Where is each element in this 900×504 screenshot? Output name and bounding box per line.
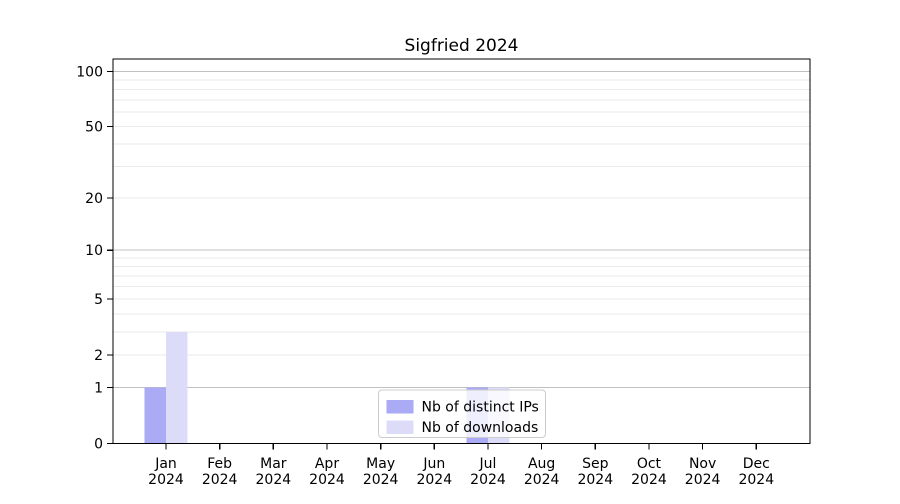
x-tick-year-nov: 2024 — [685, 472, 721, 488]
legend: Nb of distinct IPs Nb of downloads — [378, 389, 546, 438]
x-tick-label-dec: Dec — [743, 456, 770, 472]
x-tick-year-feb: 2024 — [202, 472, 238, 488]
y-tick-label-50: 50 — [85, 120, 103, 136]
x-tick-label-jun: Jun — [422, 456, 445, 472]
x-tick-year-jul: 2024 — [470, 472, 506, 488]
axis-ticks: 0125102050100Jan2024Feb2024Mar2024Apr202… — [76, 65, 774, 488]
y-tick-label-2: 2 — [94, 348, 103, 364]
x-tick-year-jun: 2024 — [416, 472, 452, 488]
x-tick-label-nov: Nov — [689, 456, 716, 472]
gridlines — [113, 71, 810, 389]
y-tick-label-20: 20 — [85, 191, 103, 207]
y-tick-label-5: 5 — [94, 292, 103, 308]
legend-label-downloads: Nb of downloads — [422, 420, 539, 436]
bar-jan-series1 — [166, 331, 188, 444]
x-tick-year-dec: 2024 — [738, 472, 774, 488]
y-tick-label-0: 0 — [94, 437, 103, 453]
legend-swatch-distinct-ips — [386, 400, 414, 414]
x-tick-year-aug: 2024 — [524, 472, 560, 488]
x-tick-label-aug: Aug — [528, 456, 555, 472]
x-tick-label-jul: Jul — [479, 456, 497, 472]
x-tick-label-apr: Apr — [315, 456, 339, 472]
x-tick-label-mar: Mar — [260, 456, 287, 472]
y-tick-label-100: 100 — [76, 65, 103, 81]
legend-box — [378, 389, 546, 438]
x-tick-label-oct: Oct — [637, 456, 662, 472]
x-tick-year-oct: 2024 — [631, 472, 667, 488]
y-tick-label-1: 1 — [94, 381, 103, 397]
x-tick-year-sep: 2024 — [577, 472, 613, 488]
x-tick-label-sep: Sep — [582, 456, 609, 472]
legend-swatch-downloads — [386, 420, 414, 434]
x-tick-label-jan: Jan — [154, 456, 177, 472]
legend-label-distinct-ips: Nb of distinct IPs — [422, 400, 539, 416]
bar-jan-series0 — [144, 387, 166, 444]
x-tick-year-jan: 2024 — [148, 472, 184, 488]
x-tick-year-mar: 2024 — [256, 472, 292, 488]
x-tick-year-apr: 2024 — [309, 472, 345, 488]
y-tick-label-10: 10 — [85, 243, 103, 259]
chart-title: Sigfried 2024 — [405, 36, 519, 56]
x-tick-label-feb: Feb — [207, 456, 232, 472]
x-tick-year-may: 2024 — [363, 472, 399, 488]
x-tick-label-may: May — [366, 456, 395, 472]
plot-border — [112, 58, 811, 445]
